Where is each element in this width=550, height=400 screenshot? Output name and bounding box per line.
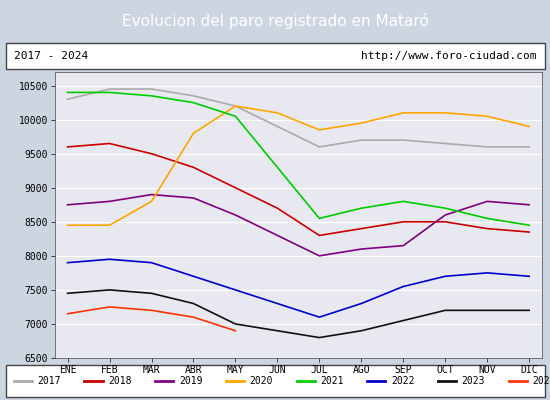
- Text: 2021: 2021: [320, 376, 344, 386]
- Text: 2017: 2017: [37, 376, 61, 386]
- FancyBboxPatch shape: [6, 43, 544, 68]
- Text: 2017 - 2024: 2017 - 2024: [14, 51, 88, 61]
- Text: 2022: 2022: [391, 376, 415, 386]
- Text: http://www.foro-ciudad.com: http://www.foro-ciudad.com: [361, 51, 536, 61]
- Text: 2018: 2018: [108, 376, 131, 386]
- Text: 2020: 2020: [250, 376, 273, 386]
- Text: 2024: 2024: [532, 376, 550, 386]
- Text: 2019: 2019: [179, 376, 202, 386]
- FancyBboxPatch shape: [6, 365, 544, 397]
- Text: Evolucion del paro registrado en Mataró: Evolucion del paro registrado en Mataró: [122, 13, 428, 29]
- Text: 2023: 2023: [461, 376, 485, 386]
